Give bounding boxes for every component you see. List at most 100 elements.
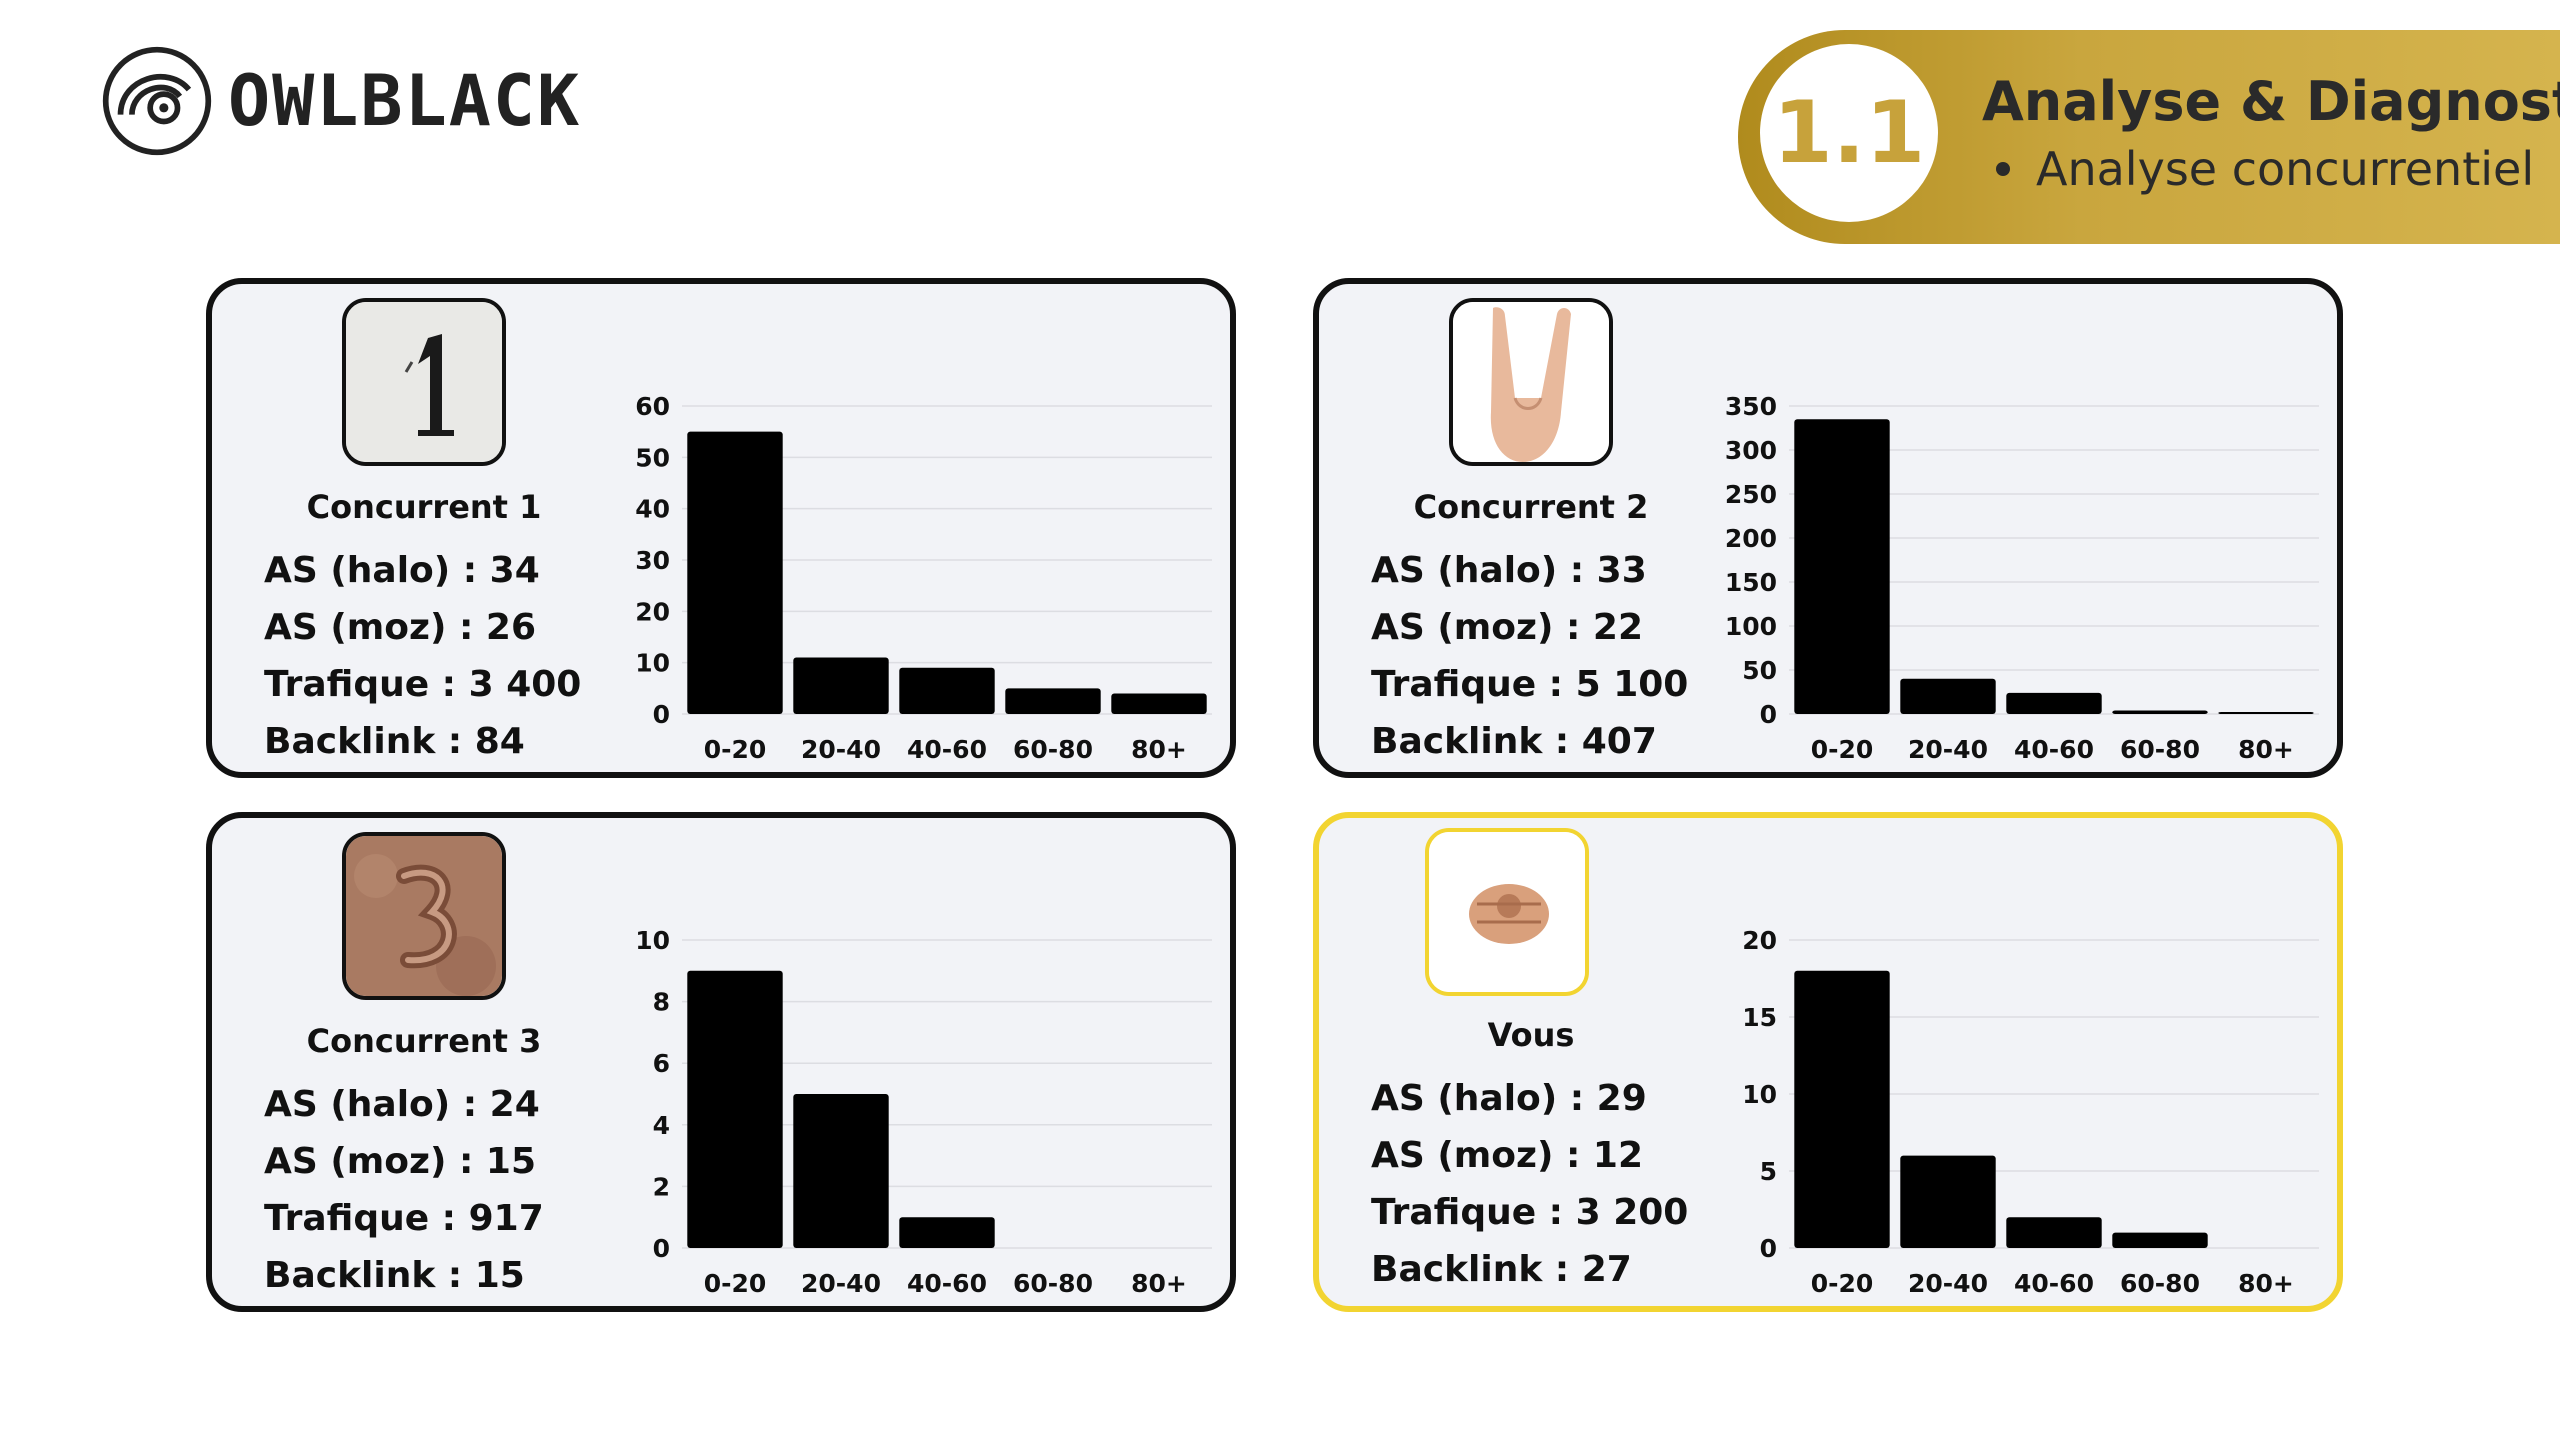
y-tick-label: 150 bbox=[1725, 568, 1777, 597]
competitor-name: Concurrent 1 bbox=[306, 488, 542, 526]
competitor-card-1: Concurrent 1 AS (halo) : 34 AS (moz) : 2… bbox=[206, 278, 1236, 778]
x-tick-label: 40-60 bbox=[2014, 735, 2094, 764]
y-tick-label: 0 bbox=[1760, 1234, 1777, 1263]
two-fingers-photo bbox=[1449, 298, 1613, 466]
x-tick-label: 0-20 bbox=[704, 735, 767, 764]
x-tick-label: 20-40 bbox=[1908, 1269, 1988, 1298]
backlink-distribution-chart-2: 0 50 100 150 200 250 300 350 0-20 20-40 40-60 60-80… bbox=[1725, 394, 2319, 764]
bar-60-80 bbox=[2112, 1232, 2208, 1248]
backlink-distribution-chart-1: 0 10 20 30 40 50 60 0-20 20-40 40-60 60-80 80+ bbox=[635, 394, 1212, 764]
x-tick-label: 40-60 bbox=[2014, 1269, 2094, 1298]
stat-traffic: Trafique : 3 200 bbox=[1371, 1192, 1689, 1233]
stat-traffic: Trafique : 3 400 bbox=[264, 664, 582, 705]
competitor-name: Concurrent 3 bbox=[306, 1022, 542, 1060]
backlink-distribution-chart-3: 0 2 4 6 8 10 0-20 20-40 40-60 60-80 80+ bbox=[635, 928, 1212, 1298]
competitor-stats: AS (halo) : 24 AS (moz) : 15 Trafique : … bbox=[264, 1076, 544, 1304]
bar-20-40 bbox=[1900, 1155, 1996, 1248]
y-tick-label: 0 bbox=[1760, 700, 1777, 729]
stat-backlink: Backlink : 84 bbox=[264, 721, 525, 762]
y-tick-label: 20 bbox=[1742, 928, 1777, 955]
section-subtitle-text: Analyse concurrentiel bbox=[2036, 142, 2535, 196]
x-tick-label: 40-60 bbox=[907, 1269, 987, 1298]
logo-text: OWLBLACK bbox=[228, 60, 582, 142]
y-tick-label: 10 bbox=[635, 928, 670, 955]
your-site-card: Vous AS (halo) : 29 AS (moz) : 12 Trafiq… bbox=[1313, 812, 2343, 1312]
y-tick-label: 10 bbox=[1742, 1080, 1777, 1109]
x-tick-label: 80+ bbox=[2238, 1269, 2294, 1298]
bar-0-20 bbox=[687, 970, 783, 1248]
stat-as-moz: AS (moz) : 26 bbox=[264, 607, 536, 648]
y-tick-label: 30 bbox=[635, 546, 670, 575]
bar-20-40 bbox=[793, 1094, 889, 1248]
y-tick-label: 15 bbox=[1742, 1003, 1777, 1032]
x-tick-label: 20-40 bbox=[801, 1269, 881, 1298]
y-tick-label: 0 bbox=[653, 1234, 670, 1263]
x-tick-label: 0-20 bbox=[704, 1269, 767, 1298]
y-tick-label: 200 bbox=[1725, 524, 1777, 553]
stat-as-moz: AS (moz) : 22 bbox=[1371, 607, 1643, 648]
x-tick-label: 60-80 bbox=[2120, 1269, 2200, 1298]
y-tick-label: 0 bbox=[653, 700, 670, 729]
section-number-badge: 1.1 bbox=[1760, 44, 1938, 222]
stat-as-halo: AS (halo) : 24 bbox=[264, 1084, 540, 1125]
stat-as-halo: AS (halo) : 33 bbox=[1371, 550, 1647, 591]
number-three-photo bbox=[342, 832, 506, 1000]
y-tick-label: 6 bbox=[653, 1049, 670, 1078]
y-tick-label: 8 bbox=[653, 988, 670, 1017]
bar-80+ bbox=[1111, 693, 1207, 714]
your-site-stats: AS (halo) : 29 AS (moz) : 12 Trafique : … bbox=[1371, 1070, 1688, 1298]
competitor-name: Concurrent 2 bbox=[1413, 488, 1649, 526]
competitor-card-3: Concurrent 3 AS (halo) : 24 AS (moz) : 1… bbox=[206, 812, 1236, 1312]
y-tick-label: 50 bbox=[635, 443, 670, 472]
bar-40-60 bbox=[899, 1217, 995, 1248]
x-tick-label: 0-20 bbox=[1811, 735, 1874, 764]
y-tick-label: 2 bbox=[653, 1172, 670, 1201]
stat-traffic: Trafique : 917 bbox=[264, 1198, 544, 1239]
x-tick-label: 20-40 bbox=[801, 735, 881, 764]
stat-traffic: Trafique : 5 100 bbox=[1371, 664, 1689, 705]
bar-60-80 bbox=[2112, 710, 2208, 714]
competitor-stats: AS (halo) : 34 AS (moz) : 26 Trafique : … bbox=[264, 542, 581, 770]
stat-as-moz: AS (moz) : 15 bbox=[264, 1141, 536, 1182]
x-tick-label: 60-80 bbox=[1013, 735, 1093, 764]
y-tick-label: 10 bbox=[635, 649, 670, 678]
stat-backlink: Backlink : 27 bbox=[1371, 1249, 1632, 1290]
x-tick-label: 80+ bbox=[1131, 1269, 1187, 1298]
x-tick-label: 60-80 bbox=[1013, 1269, 1093, 1298]
number-one-photo bbox=[342, 298, 506, 466]
owl-logo-icon bbox=[102, 46, 212, 156]
x-tick-label: 80+ bbox=[1131, 735, 1187, 764]
x-tick-label: 0-20 bbox=[1811, 1269, 1874, 1298]
x-tick-label: 40-60 bbox=[907, 735, 987, 764]
y-tick-label: 40 bbox=[635, 495, 670, 524]
y-tick-label: 350 bbox=[1725, 394, 1777, 421]
pointing-finger-photo bbox=[1425, 828, 1589, 996]
y-tick-label: 4 bbox=[653, 1111, 670, 1140]
backlink-distribution-chart-4: 0 5 10 15 20 0-20 20-40 40-60 60-80 80+ bbox=[1742, 928, 2319, 1298]
bullet-icon bbox=[1996, 161, 2010, 176]
bar-0-20 bbox=[1794, 970, 1890, 1248]
y-tick-label: 60 bbox=[635, 394, 670, 421]
competitor-card-2: Concurrent 2 AS (halo) : 33 AS (moz) : 2… bbox=[1313, 278, 2343, 778]
y-tick-label: 300 bbox=[1725, 436, 1777, 465]
bar-0-20 bbox=[1794, 419, 1890, 714]
section-number: 1.1 bbox=[1772, 83, 1926, 183]
stat-backlink: Backlink : 15 bbox=[264, 1255, 525, 1296]
stat-as-halo: AS (halo) : 29 bbox=[1371, 1078, 1647, 1119]
x-tick-label: 80+ bbox=[2238, 735, 2294, 764]
bar-0-20 bbox=[687, 431, 783, 714]
section-title: Analyse & Diagnostic bbox=[1982, 70, 2560, 133]
bar-40-60 bbox=[2006, 1217, 2102, 1248]
y-tick-label: 100 bbox=[1725, 612, 1777, 641]
owlblack-logo: OWLBLACK bbox=[100, 44, 581, 158]
competitor-stats: AS (halo) : 33 AS (moz) : 22 Trafique : … bbox=[1371, 542, 1688, 770]
bar-60-80 bbox=[1005, 688, 1101, 714]
x-tick-label: 20-40 bbox=[1908, 735, 1988, 764]
stat-as-moz: AS (moz) : 12 bbox=[1371, 1135, 1643, 1176]
bar-20-40 bbox=[1900, 678, 1996, 714]
bar-20-40 bbox=[793, 657, 889, 714]
y-tick-label: 5 bbox=[1760, 1157, 1777, 1186]
section-subtitle: Analyse concurrentiel bbox=[1996, 142, 2534, 196]
stat-backlink: Backlink : 407 bbox=[1371, 721, 1657, 762]
bar-80+ bbox=[2218, 712, 2314, 714]
